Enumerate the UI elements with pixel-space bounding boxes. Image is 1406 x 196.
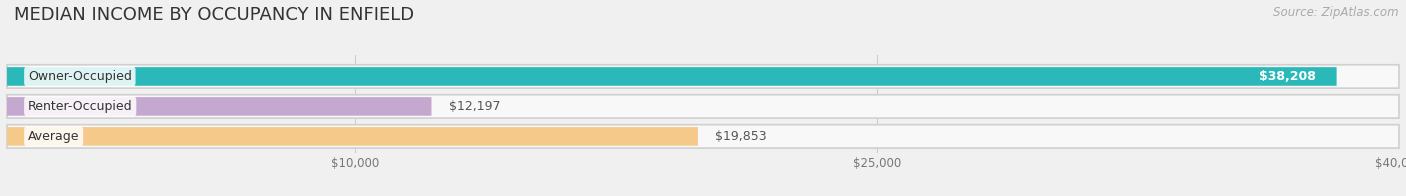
Text: Average: Average (28, 130, 79, 143)
FancyBboxPatch shape (7, 127, 697, 146)
FancyBboxPatch shape (7, 125, 1399, 148)
Text: Source: ZipAtlas.com: Source: ZipAtlas.com (1274, 6, 1399, 19)
FancyBboxPatch shape (7, 67, 1337, 86)
Text: Owner-Occupied: Owner-Occupied (28, 70, 132, 83)
Text: $19,853: $19,853 (716, 130, 766, 143)
FancyBboxPatch shape (7, 65, 1399, 88)
Text: $38,208: $38,208 (1258, 70, 1316, 83)
FancyBboxPatch shape (7, 95, 1399, 118)
Text: Renter-Occupied: Renter-Occupied (28, 100, 132, 113)
FancyBboxPatch shape (7, 97, 432, 116)
Text: $12,197: $12,197 (449, 100, 501, 113)
Text: MEDIAN INCOME BY OCCUPANCY IN ENFIELD: MEDIAN INCOME BY OCCUPANCY IN ENFIELD (14, 6, 415, 24)
